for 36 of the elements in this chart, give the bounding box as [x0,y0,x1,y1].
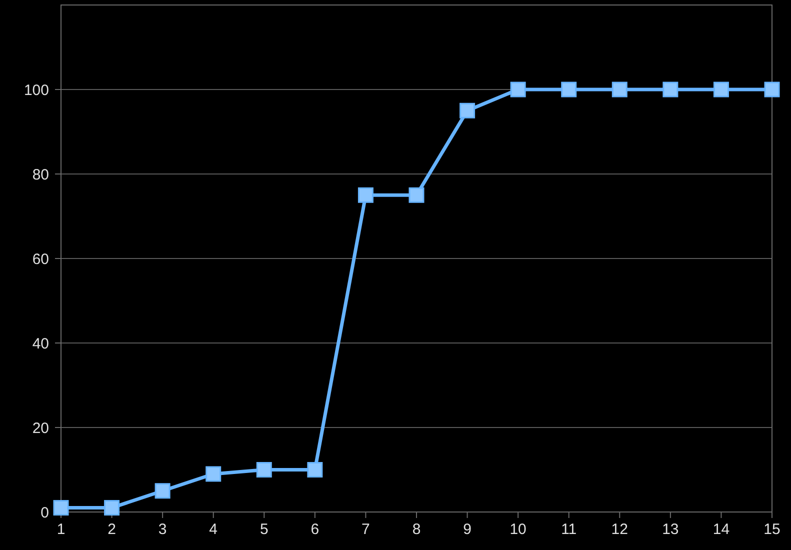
point [561,82,577,98]
point [358,187,374,203]
x-tick-label: 6 [310,521,320,538]
x-tick-label: 2 [108,521,116,538]
x-tick-label: 4 [209,521,218,538]
y-tick-label: 0 [40,504,49,522]
point [662,82,678,98]
point [154,483,170,499]
x-tick-label: 5 [260,521,268,538]
y-tick-label: 20 [32,420,49,437]
x-tick-label: 11 [561,521,577,538]
x-tick-label: 8 [412,521,421,538]
point [206,466,222,482]
point [53,500,69,516]
x-tick-label: 7 [362,521,370,538]
x-tick-label: 12 [611,521,628,538]
point [256,462,272,478]
x-tick-label: 10 [510,521,526,538]
y-tick-label: 100 [24,82,49,99]
x-tick-label: 9 [463,521,472,538]
point [408,187,424,203]
y-tick-label: 40 [32,335,49,352]
x-tick-label: 1 [56,521,66,538]
x-tick-label: 15 [764,521,780,538]
point [510,82,526,98]
x-tick-label: 14 [712,521,730,538]
y-tick-label: 60 [32,250,49,268]
x-tick-label: 3 [158,521,167,538]
point [104,500,120,516]
x-tick-label: 13 [662,521,679,538]
point [764,82,780,98]
point [307,462,323,478]
y-tick-label: 80 [32,166,49,184]
point [460,102,476,118]
point [713,82,729,98]
point [612,82,628,98]
